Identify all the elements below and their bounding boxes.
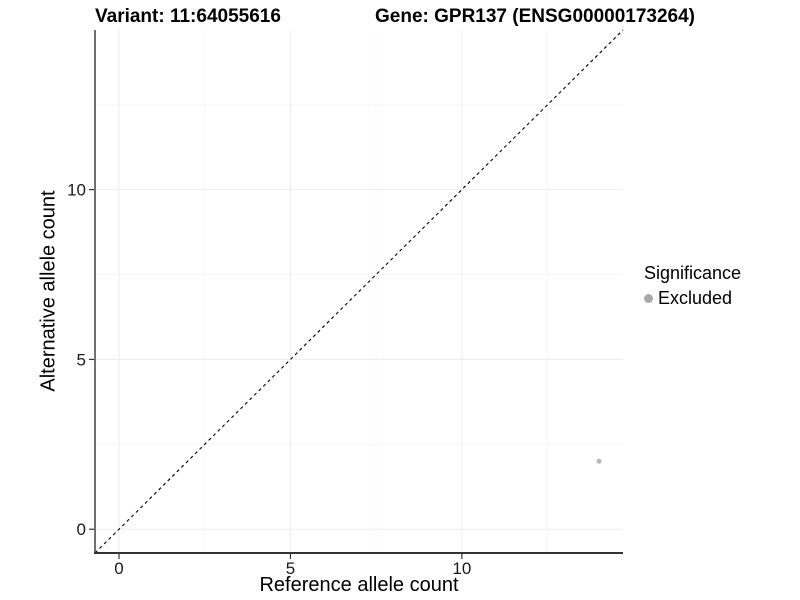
x-tick-label: 10 — [452, 559, 471, 578]
x-tick-label: 0 — [114, 559, 123, 578]
legend-title: Significance — [644, 263, 742, 283]
y-tick-label: 10 — [67, 181, 86, 200]
identity-dashed-line — [94, 29, 624, 554]
data-point — [596, 458, 602, 464]
legend-item-label: Excluded — [658, 288, 733, 308]
x-tick-label: 5 — [286, 559, 295, 578]
legend: Significance Excluded — [644, 263, 741, 309]
y-tick-label: 0 — [77, 520, 86, 539]
plot-title-gene: Gene: GPR137 (ENSG00000173264) — [375, 6, 696, 27]
y-axis-title: Alternative allele count — [37, 190, 60, 392]
y-tick-label: 5 — [77, 350, 86, 369]
x-axis-title: Reference allele count — [259, 574, 459, 596]
legend-key-point-icon — [644, 294, 653, 303]
plot-title-variant: Variant: 11:64055616 — [95, 6, 281, 27]
legend-item-excluded: Excluded — [644, 288, 741, 309]
